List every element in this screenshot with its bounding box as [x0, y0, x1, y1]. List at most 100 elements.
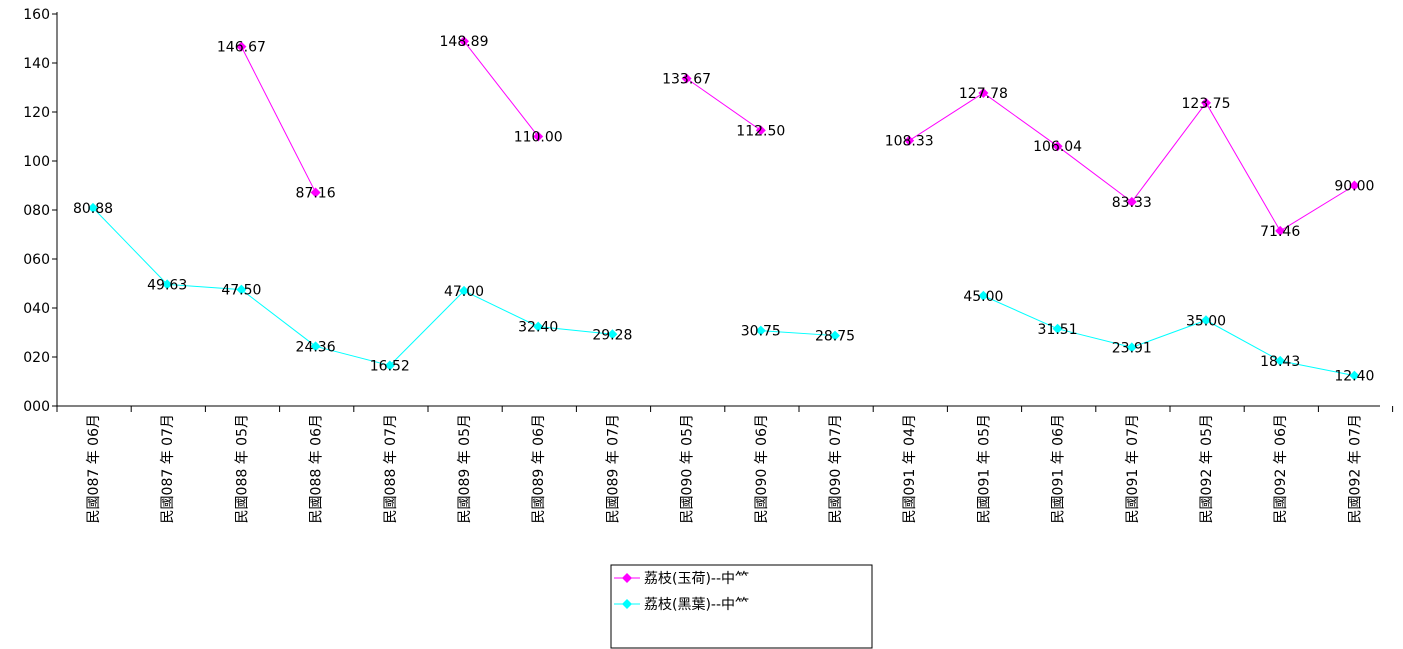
series-2-data-label: 35.00	[1186, 313, 1226, 329]
series-2-segment	[1280, 360, 1355, 377]
y-tick-label: 120	[23, 105, 50, 121]
legend-entry-label: 荔枝(黑葉)--中⺮	[644, 596, 749, 613]
y-tick-label: 160	[23, 7, 50, 23]
series-1-data-label: 133.67	[662, 72, 711, 88]
series-2-point	[1349, 370, 1360, 381]
series-2-segment	[538, 326, 613, 335]
y-axis-ticks: 000 020 040 060 080 100 120 140 160	[23, 7, 57, 415]
series-2-point	[533, 321, 544, 332]
x-tick-label: 民國092 年 05月	[1199, 414, 1215, 523]
series-lines	[92, 40, 1355, 377]
legend-box	[610, 564, 873, 649]
legend-swatch-marker	[622, 573, 632, 583]
series-markers	[88, 36, 1360, 381]
series-1-point	[310, 187, 321, 198]
y-tick-label: 000	[23, 399, 50, 415]
series-1-point	[533, 131, 544, 142]
series-2-segment	[463, 290, 539, 328]
series-2-point	[830, 330, 840, 341]
x-tick-label: 民國087 年 07月	[160, 414, 176, 523]
series-2-segment	[315, 345, 390, 367]
series-1-point	[978, 87, 989, 98]
series-2-segment	[389, 290, 465, 366]
x-tick-label: 民國088 年 07月	[383, 414, 399, 523]
y-tick-label: 020	[23, 350, 50, 366]
series-2-data-label: 49.63	[147, 277, 187, 293]
legend-swatch-marker	[622, 599, 632, 609]
series-2-data-label: 29.28	[592, 327, 632, 343]
series-1-point	[1126, 196, 1137, 207]
series-1-point	[236, 41, 247, 52]
series-1-data-label: 90.00	[1334, 179, 1374, 195]
x-tick-label: 民國091 年 07月	[1125, 414, 1141, 523]
y-tick-label: 080	[23, 203, 50, 219]
series-2-point	[384, 360, 395, 371]
series-2-point	[162, 279, 173, 290]
series-1-data-label: 71.46	[1260, 224, 1300, 240]
series-2-point	[236, 284, 247, 295]
series-2-data-label: 80.88	[73, 201, 113, 217]
series-2-point	[755, 325, 766, 336]
y-tick-label: 040	[23, 301, 50, 317]
x-axis-ticks: 民國087 年 06月 民國087 年 07月 民國088 年 05月 民國088 年…	[56, 406, 1394, 523]
x-tick-label: 民國087 年 06月	[86, 414, 102, 523]
x-tick-label: 民國091 年 04月	[902, 414, 918, 523]
data-labels: 146.67 87.16 148.89 110.00 133.67 112.50 108.3…	[73, 34, 1374, 384]
series-2-data-label: 24.36	[296, 339, 336, 355]
series-2-point	[1052, 323, 1063, 334]
series-2-segment	[983, 295, 1058, 330]
series-1-data-label: 106.04	[1033, 139, 1082, 155]
series-1-data-label: 127.78	[959, 86, 1008, 102]
series-1-data-label: 148.89	[440, 34, 489, 50]
x-tick-label: 民國088 年 05月	[234, 414, 250, 523]
series-1-point	[904, 135, 915, 146]
series-1-segment	[1205, 102, 1281, 232]
axes	[56, 12, 1380, 407]
series-2-point	[310, 341, 321, 352]
series-2-data-label: 32.40	[518, 320, 558, 336]
x-tick-label: 民國092 年 07月	[1347, 414, 1363, 523]
legend: 荔枝(玉荷)--中⺮荔枝(黑葉)--中⺮	[610, 564, 873, 649]
series-2-data-label: 45.00	[963, 289, 1003, 305]
x-tick-label: 民國088 年 06月	[309, 414, 325, 523]
series-2-data-label: 47.50	[221, 283, 261, 299]
x-tick-label: 民國091 年 05月	[976, 414, 992, 523]
series-1-data-label: 87.16	[296, 185, 336, 201]
y-tick-label: 140	[23, 56, 50, 72]
x-tick-label: 民國089 年 06月	[531, 414, 547, 523]
series-2-segment	[1205, 319, 1281, 362]
series-2-segment	[1057, 328, 1132, 348]
series-1-point	[681, 73, 692, 84]
x-tick-label: 民國089 年 05月	[457, 414, 473, 523]
series-1-segment	[1131, 102, 1207, 203]
series-1-data-label: 112.50	[736, 123, 785, 139]
series-1-segment	[463, 40, 539, 137]
series-1-segment	[908, 92, 984, 142]
series-1-data-label: 108.33	[885, 134, 934, 150]
x-tick-label: 民國091 年 06月	[1051, 414, 1067, 523]
series-2-point	[978, 290, 989, 301]
x-tick-label: 民國090 年 07月	[828, 414, 844, 523]
series-2-data-label: 23.91	[1112, 340, 1152, 356]
y-tick-label: 100	[23, 154, 50, 170]
series-1-data-label: 146.67	[217, 40, 266, 56]
series-2-point	[1275, 355, 1286, 366]
series-2-data-label: 30.75	[741, 324, 781, 340]
series-1-point	[1275, 225, 1286, 236]
legend-entry-label: 荔枝(玉荷)--中⺮	[644, 570, 749, 587]
series-1-data-label: 123.75	[1182, 96, 1231, 112]
series-2-segment	[1131, 319, 1207, 348]
series-2-data-label: 12.40	[1334, 369, 1374, 385]
series-2-data-label: 31.51	[1038, 322, 1078, 338]
series-2-data-label: 16.52	[370, 359, 410, 375]
series-2-data-label: 28.75	[815, 329, 855, 345]
series-1-data-label: 83.33	[1112, 195, 1152, 211]
series-2-segment	[167, 283, 242, 291]
x-tick-label: 民國090 年 05月	[680, 414, 696, 523]
series-1-point	[755, 125, 766, 136]
series-1-segment	[1057, 145, 1133, 203]
series-2-point	[607, 329, 618, 340]
series-1-point	[1201, 97, 1211, 108]
series-1-segment	[240, 46, 317, 193]
x-tick-label: 民國092 年 06月	[1273, 414, 1289, 523]
